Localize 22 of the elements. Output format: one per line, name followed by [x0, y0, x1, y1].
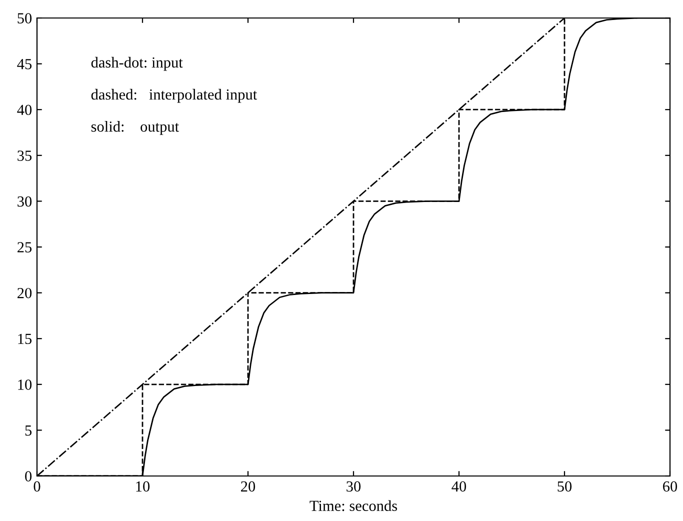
y-tick-label: 35 — [18, 150, 32, 161]
x-tick-label: 30 — [346, 481, 361, 492]
annotation: dash-dot: input — [91, 56, 183, 71]
y-tick-label: 0 — [25, 471, 32, 482]
y-tick-label: 20 — [18, 288, 32, 298]
x-tick-label: 50 — [558, 481, 572, 492]
annotation: dashed: interpolated input — [91, 88, 258, 103]
annotation: solid: output — [91, 120, 179, 135]
y-tick-label: 45 — [17, 59, 32, 70]
x-tick-label: 10 — [136, 481, 150, 492]
y-tick-label: 15 — [18, 334, 32, 344]
x-tick-label: 20 — [241, 481, 256, 492]
x-tick-label: 40 — [452, 481, 466, 492]
y-tick-label: 40 — [17, 104, 32, 116]
y-tick-label: 25 — [18, 242, 32, 252]
x-tick-label: 60 — [663, 481, 678, 492]
y-tick-label: 50 — [18, 13, 32, 24]
x-axis-title: Time: seconds — [310, 500, 398, 512]
y-tick-label: 5 — [25, 425, 32, 436]
y-tick-label: 30 — [18, 196, 32, 207]
x-tick-label: 0 — [34, 481, 40, 492]
y-tick-label: 10 — [18, 380, 32, 390]
